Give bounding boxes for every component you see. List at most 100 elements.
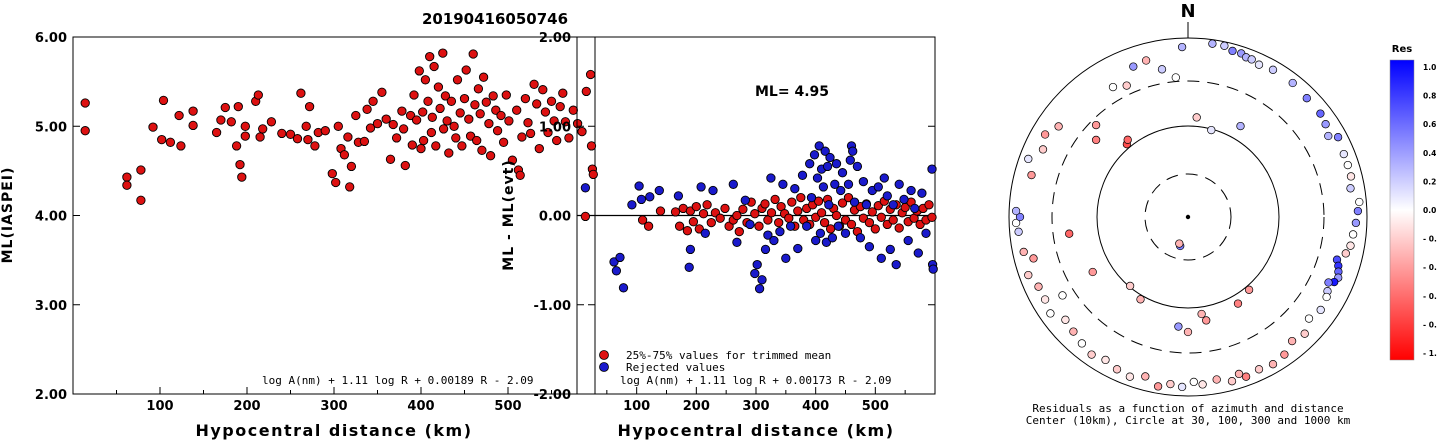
data-point bbox=[720, 203, 730, 214]
station-point bbox=[1268, 360, 1278, 369]
data-point bbox=[362, 104, 372, 114]
station-point bbox=[1280, 350, 1289, 359]
data-point bbox=[504, 116, 514, 126]
data-point bbox=[136, 165, 146, 175]
data-point bbox=[815, 228, 826, 238]
data-point bbox=[849, 197, 860, 207]
data-point bbox=[515, 170, 525, 180]
data-point bbox=[837, 198, 848, 208]
data-point bbox=[429, 61, 439, 72]
station-point bbox=[1091, 135, 1101, 145]
legend-marker-trimmed bbox=[599, 350, 609, 360]
data-point bbox=[529, 79, 539, 89]
data-point bbox=[532, 99, 542, 109]
data-point bbox=[732, 210, 742, 221]
data-point bbox=[459, 93, 470, 104]
data-point bbox=[560, 117, 571, 127]
station-point bbox=[1241, 372, 1251, 381]
x-tick-label: 300 bbox=[320, 399, 347, 414]
station-point bbox=[1101, 355, 1110, 365]
data-point bbox=[728, 179, 738, 189]
colorbar-tick-label: 0.4 bbox=[1423, 149, 1436, 158]
data-point bbox=[585, 69, 596, 80]
data-point bbox=[407, 140, 417, 150]
data-point bbox=[414, 66, 424, 76]
data-point bbox=[708, 185, 718, 196]
data-point bbox=[864, 217, 875, 228]
data-point bbox=[397, 106, 407, 116]
station-point bbox=[1087, 350, 1096, 359]
data-point bbox=[411, 115, 422, 125]
station-point bbox=[1125, 281, 1135, 291]
data-point bbox=[645, 192, 655, 202]
data-point bbox=[339, 150, 350, 160]
data-point bbox=[738, 204, 748, 214]
data-point bbox=[674, 221, 685, 231]
data-point bbox=[750, 268, 760, 279]
data-point bbox=[444, 148, 454, 158]
data-point bbox=[924, 200, 934, 210]
data-point bbox=[760, 199, 770, 209]
data-point bbox=[766, 208, 777, 218]
station-point bbox=[1236, 121, 1245, 131]
station-point bbox=[1024, 270, 1033, 280]
data-point bbox=[894, 179, 904, 189]
station-points bbox=[1011, 39, 1364, 392]
station-point bbox=[1343, 160, 1352, 170]
station-point bbox=[1123, 135, 1132, 144]
data-point bbox=[618, 283, 629, 293]
data-point bbox=[425, 51, 435, 62]
data-point bbox=[793, 243, 803, 254]
data-point bbox=[927, 164, 937, 174]
data-point bbox=[540, 107, 551, 117]
data-point bbox=[870, 224, 880, 234]
legend-label-trimmed: 25%-75% values for trimmed mean bbox=[626, 349, 831, 362]
data-point bbox=[525, 128, 536, 139]
polar-caption-line-2: Center (10km), Circle at 30, 100, 300 an… bbox=[1026, 414, 1351, 427]
station-point bbox=[1207, 125, 1216, 135]
station-point bbox=[1333, 133, 1343, 142]
data-points bbox=[80, 48, 598, 205]
data-point bbox=[876, 253, 886, 263]
data-point bbox=[498, 137, 509, 147]
data-point bbox=[580, 183, 591, 193]
data-point bbox=[231, 141, 242, 151]
station-point bbox=[1014, 227, 1023, 236]
data-point bbox=[784, 213, 794, 223]
station-point bbox=[1355, 197, 1364, 207]
data-point bbox=[440, 91, 451, 101]
data-point bbox=[715, 213, 725, 223]
station-point bbox=[1112, 365, 1122, 374]
station-point bbox=[1141, 372, 1150, 381]
colorbar-title: Res bbox=[1392, 44, 1412, 55]
data-point bbox=[449, 121, 459, 131]
data-point bbox=[426, 127, 437, 138]
data-point bbox=[840, 228, 851, 238]
station-point bbox=[1024, 154, 1033, 164]
data-point bbox=[174, 110, 184, 121]
data-point bbox=[240, 131, 250, 141]
station-point bbox=[1091, 120, 1101, 130]
station-point bbox=[1300, 329, 1309, 338]
data-point bbox=[391, 133, 402, 143]
panel-ml-iaspei: 100 200 300 400 500 2.00 3.00 4.00 5.00 6.00 ML(I… bbox=[0, 31, 598, 440]
station-point bbox=[1227, 377, 1237, 386]
panel-ml-residual: 100 200 300 400 500 -2.00 -1.00 0.00 1.00 2.00 ML… bbox=[501, 31, 938, 440]
colorbar-tick-labels: 1.0 0.8 0.6 0.4 0.2 0.0 - 0.2 - 0.4 - 0.6 - 0.8 - … bbox=[1423, 63, 1437, 358]
station-point bbox=[1157, 65, 1167, 74]
station-point bbox=[1302, 94, 1311, 103]
data-point bbox=[811, 235, 821, 246]
station-point bbox=[1040, 130, 1050, 139]
data-point bbox=[564, 133, 574, 143]
station-point bbox=[1061, 315, 1070, 324]
station-point bbox=[1027, 170, 1036, 180]
panel-residual-polar: N Residuals as a function of azimuth and… bbox=[1008, 1, 1368, 427]
data-point bbox=[843, 179, 854, 189]
data-point bbox=[572, 118, 583, 129]
data-point bbox=[512, 105, 522, 115]
station-point bbox=[1321, 120, 1330, 129]
station-point bbox=[1177, 42, 1187, 52]
data-point bbox=[438, 48, 448, 58]
data-point bbox=[770, 194, 780, 205]
data-point bbox=[830, 179, 840, 189]
